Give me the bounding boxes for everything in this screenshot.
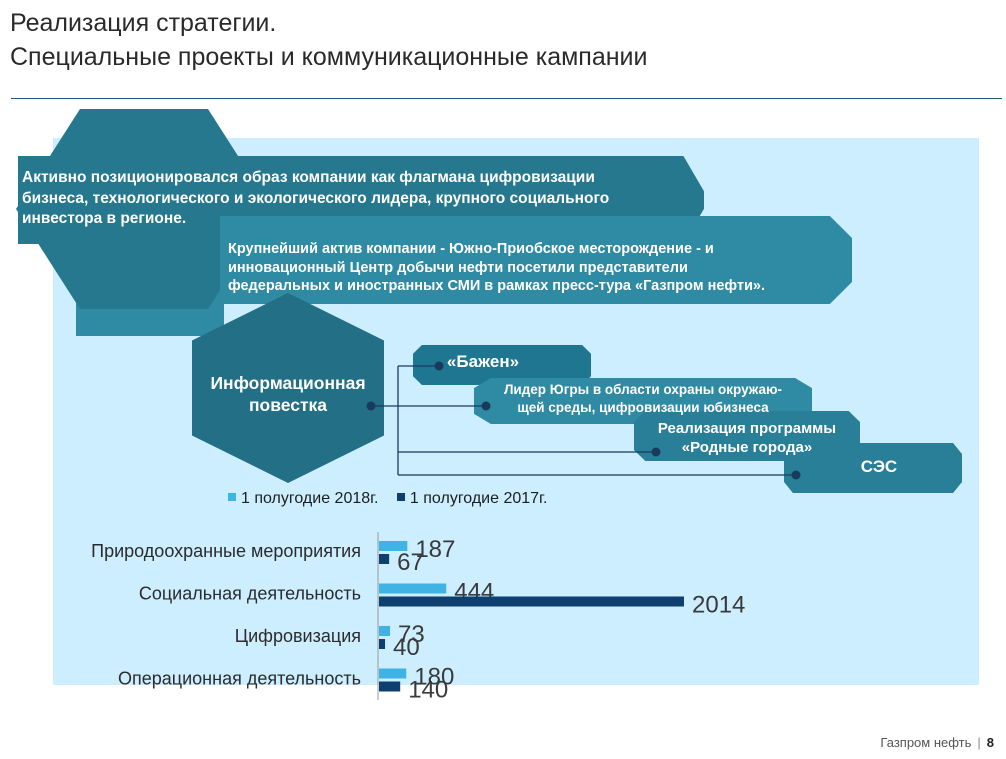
branch-line: «Родные города» <box>681 439 813 456</box>
data-label-2018: 73 <box>398 621 425 648</box>
bar-2018 <box>379 541 408 551</box>
connector-dot-4 <box>791 470 801 480</box>
statement-1-text: Активно позиционировался образ компании … <box>22 168 609 230</box>
data-label-2018: 187 <box>415 536 455 563</box>
bar-2018 <box>379 668 407 679</box>
connector-dot-2 <box>481 401 491 411</box>
category-label: Цифровизация <box>235 626 361 646</box>
statement-2-text: Крупнейший актив компании - Южно-Приобск… <box>228 240 765 296</box>
bar-2017 <box>379 596 684 607</box>
legend-item-2017: 1 полугодие 2017г. <box>396 490 548 508</box>
bar-2018 <box>379 583 447 594</box>
data-label-2017: 2014 <box>692 592 745 619</box>
branch-line: Лидер Югры в области охраны окружаю- <box>503 382 783 397</box>
data-label-2017: 67 <box>397 549 424 576</box>
statement-1-line: Активно позиционировался образ компании … <box>22 169 595 186</box>
statement-1-line: инвестора в регионе. <box>22 210 187 227</box>
connector-dot-3 <box>651 447 661 457</box>
category-label: Природоохранные мероприятия <box>91 541 361 561</box>
bar-2018 <box>379 626 391 636</box>
data-label-2017: 140 <box>408 677 448 704</box>
bar-2017 <box>379 639 386 649</box>
footer-brand: Газпром нефть <box>880 735 972 750</box>
bar-2017 <box>379 554 390 564</box>
connector-dot-1 <box>434 361 444 371</box>
footer: Газпром нефть | 8 <box>880 735 994 750</box>
statement-2-line: инновационный Центр добычи нефти посетил… <box>228 259 688 276</box>
connector-dot-center <box>366 401 376 411</box>
branch-label-ses: СЭС <box>860 457 898 476</box>
data-label-2017: 40 <box>393 634 420 661</box>
category-label: Социальная деятельность <box>139 584 361 604</box>
page-number: 8 <box>986 735 994 750</box>
page-title: Реализация стратегии. Специальные проект… <box>10 6 647 74</box>
statement-2-line: федеральных и иностранных СМИ в рамках п… <box>228 278 766 294</box>
title-line-1: Реализация стратегии. <box>10 9 277 37</box>
title-line-2: Специальные проекты и коммуникационные к… <box>10 43 648 71</box>
bar-2017 <box>379 681 401 692</box>
branch-tab-ses <box>784 443 962 493</box>
legend-label-2017: 1 полугодие 2017г. <box>409 490 548 507</box>
legend-swatch-2018 <box>228 493 236 501</box>
category-label: Операционная деятельность <box>118 669 361 689</box>
branch-label-native-cities: Реализация программы «Родные города» <box>634 419 860 457</box>
branch-label-ecology-leader: Лидер Югры в области охраны окружаю- щей… <box>474 381 812 417</box>
chart-legend: 1 полугодие 2018г. 1 полугодие 2017г. <box>228 490 561 508</box>
footer-separator: | <box>977 735 981 750</box>
legend-label-2018: 1 полугодие 2018г. <box>241 490 379 507</box>
legend-item-2018: 1 полугодие 2018г. <box>228 490 378 508</box>
statement-ribbon-2 <box>220 216 852 304</box>
title-divider <box>11 98 1002 99</box>
statement-1-line: бизнеса, технологического и экологическо… <box>22 189 610 207</box>
statement-2-line: Крупнейший актив компании - Южно-Приобск… <box>228 241 714 257</box>
data-label-2018: 180 <box>414 664 454 691</box>
branch-line: Реализация программы <box>657 420 837 437</box>
legend-swatch-2017 <box>396 493 405 501</box>
center-label: Информационная повестка <box>210 373 366 415</box>
branch-line: щей среды, цифровизации юбизнеса <box>517 400 769 415</box>
branch-label-bazhen: «Бажен» <box>446 352 520 371</box>
